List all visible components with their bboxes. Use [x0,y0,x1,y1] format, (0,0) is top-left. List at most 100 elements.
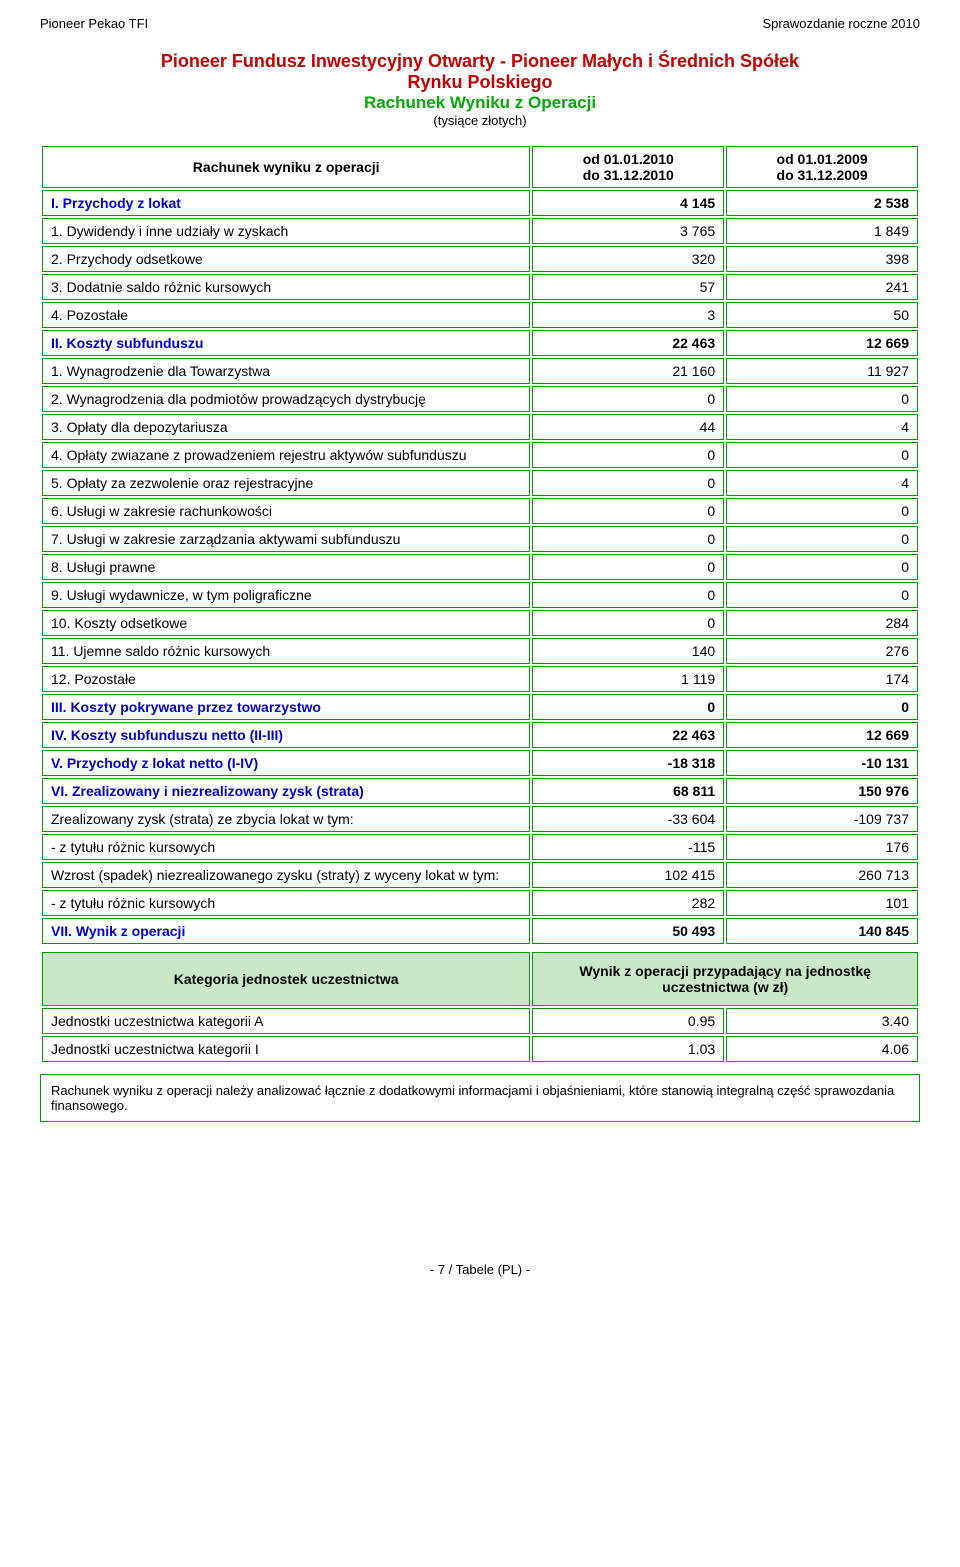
table-row: - z tytułu różnic kursowych282101 [42,890,918,916]
row-val2: 11 927 [726,358,918,384]
row-label: 4. Opłaty zwiazane z prowadzeniem rejest… [42,442,530,468]
row-val2: 3.40 [726,1008,918,1034]
row-label: 10. Koszty odsetkowe [42,610,530,636]
title-line2: Rynku Polskiego [40,72,920,93]
table-row: 5. Opłaty za zezwolenie oraz rejestracyj… [42,470,918,496]
row-label: Jednostki uczestnictwa kategorii I [42,1036,530,1062]
row-val1: 0 [532,554,724,580]
table-row: 4. Pozostałe350 [42,302,918,328]
row-label: - z tytułu różnic kursowych [42,834,530,860]
row-val2: 398 [726,246,918,272]
table-row: Zrealizowany zysk (strata) ze zbycia lok… [42,806,918,832]
main-table: Rachunek wyniku z operacji od 01.01.2010… [40,144,920,946]
row-val2: 276 [726,638,918,664]
row-val2: -10 131 [726,750,918,776]
row-val1: 1 119 [532,666,724,692]
row-val2: 284 [726,610,918,636]
title-line1: Pioneer Fundusz Inwestycyjny Otwarty - P… [40,51,920,72]
table-row: IV. Koszty subfunduszu netto (II-III)22 … [42,722,918,748]
row-val2: 101 [726,890,918,916]
row-label: 4. Pozostałe [42,302,530,328]
row-label: - z tytułu różnic kursowych [42,890,530,916]
row-val2: 0 [726,526,918,552]
table-row: 2. Wynagrodzenia dla podmiotów prowadząc… [42,386,918,412]
table-row: 7. Usługi w zakresie zarządzania aktywam… [42,526,918,552]
row-val1: 57 [532,274,724,300]
row-label: 1. Dywidendy i inne udziały w zyskach [42,218,530,244]
row-label: VI. Zrealizowany i niezrealizowany zysk … [42,778,530,804]
row-label: VII. Wynik z operacji [42,918,530,944]
table-row: VII. Wynik z operacji50 493140 845 [42,918,918,944]
row-val1: 0 [532,582,724,608]
table-row: 2. Przychody odsetkowe320398 [42,246,918,272]
col-header-period2: od 01.01.2009 do 31.12.2009 [726,146,918,188]
row-val1: 140 [532,638,724,664]
table-row: Jednostki uczestnictwa kategorii A0.953.… [42,1008,918,1034]
row-label: 3. Dodatnie saldo różnic kursowych [42,274,530,300]
row-val2: 150 976 [726,778,918,804]
col-header-label: Rachunek wyniku z operacji [42,146,530,188]
col-header-period1: od 01.01.2010 do 31.12.2010 [532,146,724,188]
row-val1: 0 [532,610,724,636]
table-row: I. Przychody z lokat4 1452 538 [42,190,918,216]
row-val2: 260 713 [726,862,918,888]
row-label: 3. Opłaty dla depozytariusza [42,414,530,440]
row-val2: 12 669 [726,722,918,748]
row-val2: -109 737 [726,806,918,832]
row-val1: 22 463 [532,330,724,356]
row-label: 9. Usługi wydawnicze, w tym poligraficzn… [42,582,530,608]
table-row: VI. Zrealizowany i niezrealizowany zysk … [42,778,918,804]
row-label: V. Przychody z lokat netto (I-IV) [42,750,530,776]
row-val2: 4 [726,414,918,440]
header-right: Sprawozdanie roczne 2010 [762,16,920,31]
row-label: IV. Koszty subfunduszu netto (II-III) [42,722,530,748]
table-row: III. Koszty pokrywane przez towarzystwo0… [42,694,918,720]
footnote: Rachunek wyniku z operacji należy analiz… [40,1074,920,1122]
row-val2: 176 [726,834,918,860]
table-row: 1. Dywidendy i inne udziały w zyskach3 7… [42,218,918,244]
row-val2: 0 [726,386,918,412]
row-val1: 21 160 [532,358,724,384]
title-sub: (tysiące złotych) [40,113,920,128]
row-val1: 102 415 [532,862,724,888]
row-label: 6. Usługi w zakresie rachunkowości [42,498,530,524]
row-val1: -33 604 [532,806,724,832]
row-val2: 0 [726,498,918,524]
row-val2: 12 669 [726,330,918,356]
row-val2: 0 [726,582,918,608]
table-row: 8. Usługi prawne00 [42,554,918,580]
row-val2: 140 845 [726,918,918,944]
table-row: 10. Koszty odsetkowe0284 [42,610,918,636]
category-table: Kategoria jednostek uczestnictwa Wynik z… [40,950,920,1064]
row-label: 5. Opłaty za zezwolenie oraz rejestracyj… [42,470,530,496]
row-val2: 0 [726,554,918,580]
row-val1: 282 [532,890,724,916]
row-val1: -18 318 [532,750,724,776]
row-val1: -115 [532,834,724,860]
table-row: 11. Ujemne saldo różnic kursowych140276 [42,638,918,664]
row-val2: 1 849 [726,218,918,244]
header-left: Pioneer Pekao TFI [40,16,148,31]
row-label: 12. Pozostałe [42,666,530,692]
row-label: Jednostki uczestnictwa kategorii A [42,1008,530,1034]
row-val1: 0.95 [532,1008,724,1034]
row-val1: 68 811 [532,778,724,804]
row-val2: 241 [726,274,918,300]
row-label: Wzrost (spadek) niezrealizowanego zysku … [42,862,530,888]
row-val2: 4 [726,470,918,496]
table-row: 9. Usługi wydawnicze, w tym poligraficzn… [42,582,918,608]
title-line3: Rachunek Wyniku z Operacji [40,93,920,113]
row-label: Zrealizowany zysk (strata) ze zbycia lok… [42,806,530,832]
page-footer: - 7 / Tabele (PL) - [40,1262,920,1277]
row-val2: 174 [726,666,918,692]
row-val2: 0 [726,442,918,468]
cat-header-label: Kategoria jednostek uczestnictwa [42,952,530,1006]
row-val1: 0 [532,470,724,496]
row-label: III. Koszty pokrywane przez towarzystwo [42,694,530,720]
row-label: 2. Wynagrodzenia dla podmiotów prowadząc… [42,386,530,412]
row-label: 11. Ujemne saldo różnic kursowych [42,638,530,664]
row-label: 2. Przychody odsetkowe [42,246,530,272]
row-val1: 0 [532,526,724,552]
table-row: II. Koszty subfunduszu22 46312 669 [42,330,918,356]
row-val2: 4.06 [726,1036,918,1062]
